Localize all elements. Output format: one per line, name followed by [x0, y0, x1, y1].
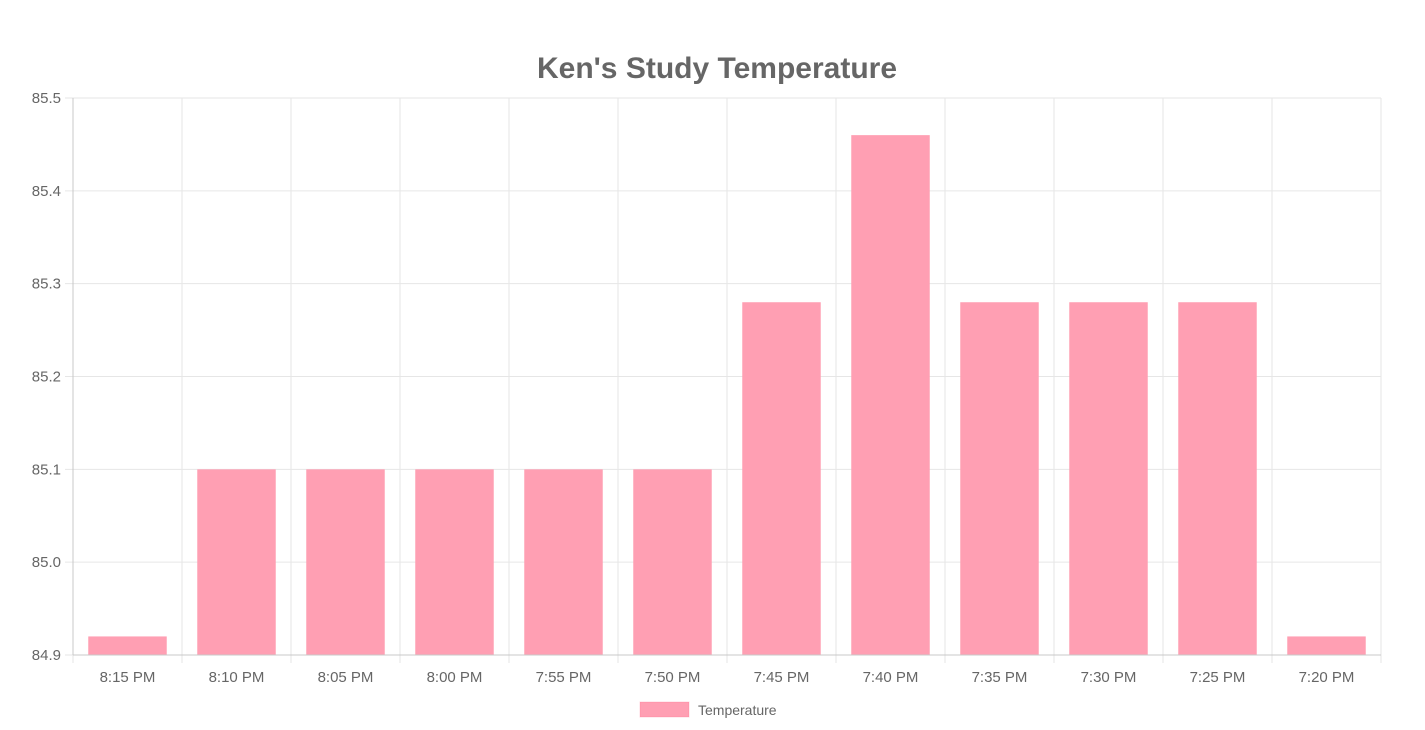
- bar[interactable]: [633, 469, 712, 655]
- axes: [72, 98, 1381, 656]
- bar[interactable]: [1069, 302, 1148, 655]
- x-tick-label: 8:15 PM: [100, 669, 156, 686]
- y-tick-label: 85.2: [32, 369, 61, 386]
- bars: [88, 135, 1366, 656]
- y-axis-ticks: 84.9 85.0 85.1 85.2 85.3 85.4 85.5: [32, 90, 61, 664]
- legend-swatch: [639, 701, 690, 718]
- y-tick-label: 85.1: [32, 461, 61, 478]
- bar[interactable]: [415, 469, 494, 655]
- bar[interactable]: [1287, 636, 1366, 655]
- x-tick-label: 7:25 PM: [1190, 669, 1246, 686]
- y-tick-label: 85.4: [32, 183, 61, 200]
- x-tick-label: 8:00 PM: [427, 669, 483, 686]
- x-tick-label: 7:45 PM: [754, 669, 810, 686]
- x-tick-label: 8:10 PM: [209, 669, 265, 686]
- bar[interactable]: [524, 469, 603, 655]
- x-tick-label: 7:55 PM: [536, 669, 592, 686]
- grid-lines: [65, 97, 1382, 663]
- bar[interactable]: [306, 469, 385, 655]
- bar[interactable]: [1178, 302, 1257, 655]
- y-tick-label: 84.9: [32, 647, 61, 664]
- bar[interactable]: [197, 469, 276, 655]
- x-tick-label: 7:50 PM: [645, 669, 701, 686]
- chart-title: Ken's Study Temperature: [537, 52, 897, 85]
- y-tick-label: 85.5: [32, 90, 61, 107]
- bar[interactable]: [851, 135, 930, 656]
- y-tick-label: 85.0: [32, 554, 61, 571]
- bar[interactable]: [88, 636, 167, 655]
- x-tick-label: 7:30 PM: [1081, 669, 1137, 686]
- x-tick-label: 7:35 PM: [972, 669, 1028, 686]
- x-tick-label: 8:05 PM: [318, 669, 374, 686]
- bar[interactable]: [742, 302, 821, 655]
- x-axis-ticks: 8:15 PM 8:10 PM 8:05 PM 8:00 PM 7:55 PM 7:50 …: [100, 669, 1355, 686]
- x-tick-label: 7:40 PM: [863, 669, 919, 686]
- legend[interactable]: Temperature: [639, 701, 777, 718]
- y-tick-label: 85.3: [32, 276, 61, 293]
- bar[interactable]: [960, 302, 1039, 655]
- x-tick-label: 7:20 PM: [1299, 669, 1355, 686]
- legend-label: Temperature: [698, 702, 777, 718]
